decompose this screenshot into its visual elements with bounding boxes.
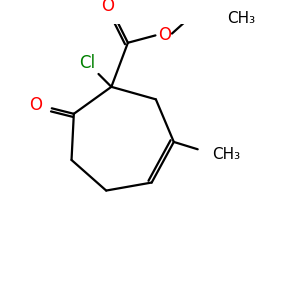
Text: O: O	[29, 96, 42, 114]
Text: O: O	[101, 0, 114, 15]
Text: CH₃: CH₃	[227, 11, 255, 26]
Text: CH₃: CH₃	[212, 147, 241, 162]
Text: O: O	[158, 26, 171, 44]
Text: Cl: Cl	[80, 54, 95, 72]
